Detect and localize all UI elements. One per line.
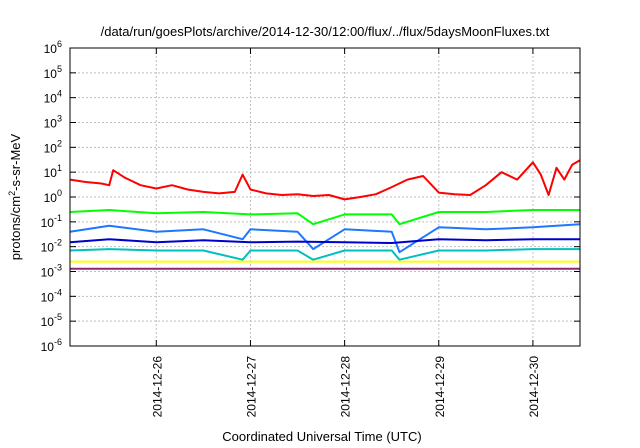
y-tick-label: 100 <box>44 188 62 205</box>
series-line-4 <box>69 238 580 244</box>
x-tick-label: 2014-12-29 <box>433 356 447 418</box>
series-line-1 <box>69 159 581 201</box>
x-tick-label: 2014-12-26 <box>150 356 164 418</box>
y-tick-label: 10-5 <box>41 312 62 329</box>
y-tick-label: 105 <box>44 64 62 81</box>
series-line-5 <box>69 248 580 261</box>
y-tick-label: 10-1 <box>41 213 62 230</box>
y-axis-label-superscript: 2 <box>7 191 17 196</box>
chart-title: /data/run/goesPlots/archive/2014-12-30/1… <box>101 24 550 39</box>
series-line-2 <box>69 209 580 226</box>
x-axis-label: Coordinated Universal Time (UTC) <box>222 429 421 444</box>
y-tick-label: 102 <box>44 138 62 155</box>
y-axis-label: protons/cm2-s-sr-MeV <box>7 133 23 260</box>
y-tick-label: 10-6 <box>41 337 62 354</box>
x-axis: 2014-12-26 2014-12-27 2014-12-28 2014-12-29… <box>150 48 541 417</box>
series-line-3 <box>69 223 581 254</box>
x-tick-label: 2014-12-27 <box>244 356 258 418</box>
y-tick-label: 10-2 <box>41 238 62 255</box>
x-tick-label: 2014-12-30 <box>527 356 541 418</box>
y-tick-label: 103 <box>44 114 62 131</box>
y-axis-label-part: protons/cm <box>8 196 23 260</box>
grid-lines <box>70 48 580 346</box>
y-tick-label: 10-4 <box>41 287 62 304</box>
y-tick-label: 101 <box>44 163 62 180</box>
x-tick-label: 2014-12-28 <box>339 356 353 418</box>
y-tick-label: 104 <box>44 89 62 106</box>
y-axis: 10-6 10-5 10-4 10-3 10-2 10-1 100 101 102 103 104 1… <box>41 39 580 354</box>
y-axis-label-part: -s-sr-MeV <box>8 133 23 190</box>
y-tick-label: 106 <box>44 39 62 56</box>
y-tick-label: 10-3 <box>41 263 62 280</box>
series-layer <box>69 159 581 270</box>
